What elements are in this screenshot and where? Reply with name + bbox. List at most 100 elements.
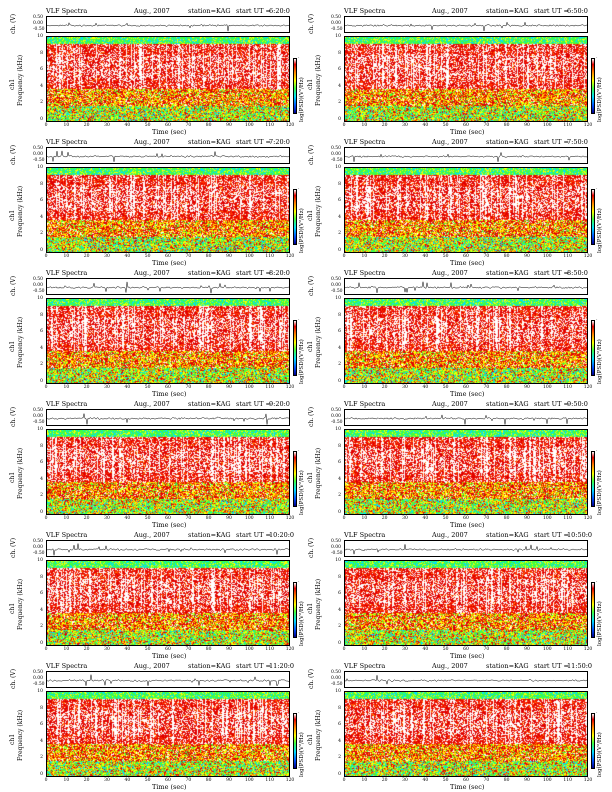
time-axis-label: Time (sec) — [450, 128, 485, 136]
time-tick-label: 80 — [205, 254, 212, 259]
panel-title: VLF Spectra — [46, 531, 88, 539]
time-tick-label: 20 — [83, 385, 90, 390]
spectrogram-panel: VLF Spectra Aug., 2007 station=KAG start UT… — [6, 530, 306, 660]
panel-header: VLF Spectra Aug., 2007 station=KAG start UT… — [304, 530, 604, 540]
panel-station: station=KAG — [188, 269, 231, 277]
freq-tick-label: 8 — [40, 312, 43, 318]
panel-header: VLF Spectra Aug., 2007 station=KAG start UT… — [6, 661, 306, 671]
colorbar — [293, 713, 297, 769]
time-tick-label: 100 — [245, 516, 254, 521]
time-tick-label: 110 — [265, 647, 274, 652]
freq-tick-label: 2 — [40, 493, 43, 499]
spectrogram-image — [345, 37, 587, 121]
time-tick-label: 90 — [226, 385, 232, 390]
panel-start-time: 7:20:0 — [269, 138, 290, 146]
time-tick-label: 0 — [44, 123, 48, 128]
time-tick-label: 100 — [245, 778, 254, 783]
freq-tick-label: 10 — [335, 558, 341, 563]
panel-start-label: start UT = — [236, 138, 271, 146]
wave-tick-label: -0.50 — [331, 682, 343, 687]
time-tick-label: 120 — [583, 516, 593, 521]
wave-tick-label: 0.50 — [33, 146, 44, 151]
time-tick-label: 100 — [543, 123, 552, 128]
time-axis-label: Time (sec) — [450, 783, 485, 791]
time-tick-label: 0 — [44, 385, 48, 390]
wave-axis-label: ch. (V) — [308, 275, 315, 296]
freq-tick-label: 0 — [338, 248, 341, 253]
time-tick-label: 100 — [245, 123, 254, 128]
waveform-svg — [47, 150, 289, 162]
colorbar — [293, 189, 297, 245]
colorbar-tick: - — [596, 580, 598, 584]
freq-tick-label: 10 — [37, 296, 43, 301]
freq-tick-label: 0 — [40, 248, 43, 253]
time-tick-label: 100 — [543, 647, 552, 652]
time-tick-label: 40 — [422, 385, 429, 390]
panel-date: Aug., 2007 — [134, 531, 170, 539]
freq-tick-label: 8 — [338, 574, 341, 580]
spectrogram-panel: VLF Spectra Aug., 2007 station=KAG start UT… — [304, 530, 604, 660]
time-tick-label: 120 — [285, 647, 295, 652]
spectrogram-panel: VLF Spectra Aug., 2007 station=KAG start UT… — [304, 661, 604, 791]
wave-axis-label: ch. (V) — [308, 406, 315, 427]
time-tick-label: 50 — [442, 778, 449, 783]
wave-tick-label: 0.00 — [331, 283, 342, 288]
panel-title: VLF Spectra — [46, 662, 88, 670]
spectrogram-plot — [46, 36, 290, 122]
time-tick-label: 30 — [402, 778, 408, 783]
wave-tick-label: 0.50 — [33, 670, 44, 675]
spectrogram-freq-label: Frequency (kHz) — [17, 578, 24, 630]
waveform-plot — [344, 147, 588, 164]
time-tick-label: 10 — [361, 516, 368, 521]
panel-station: station=KAG — [486, 7, 529, 15]
time-tick-label: 110 — [265, 123, 274, 128]
time-tick-label: 70 — [185, 123, 192, 128]
time-tick-label: 80 — [205, 778, 212, 783]
time-axis-label: Time (sec) — [152, 128, 187, 136]
waveform-trace — [47, 150, 289, 162]
freq-tick-label: 8 — [338, 312, 341, 318]
time-tick-label: 80 — [503, 778, 510, 783]
time-tick-label: 50 — [144, 254, 151, 259]
time-axis-label: Time (sec) — [152, 390, 187, 398]
wave-axis-label: ch. (V) — [308, 668, 315, 689]
time-tick-label: 50 — [144, 516, 151, 521]
colorbar-tick: - — [298, 766, 300, 770]
time-tick-label: 50 — [442, 647, 449, 652]
colorbar — [591, 320, 595, 376]
panel-date: Aug., 2007 — [432, 269, 468, 277]
spectrogram-plot — [46, 560, 290, 646]
time-tick-label: 110 — [563, 647, 572, 652]
freq-tick-label: 2 — [338, 624, 341, 630]
panel-header: VLF Spectra Aug., 2007 station=KAG start UT… — [6, 399, 306, 409]
freq-tick-label: 2 — [40, 100, 43, 106]
panel-start-label: start UT = — [534, 138, 569, 146]
panel-start-time: 6:50:0 — [567, 7, 588, 15]
freq-tick-label: 6 — [40, 329, 43, 335]
time-tick-label: 30 — [402, 516, 408, 521]
spectrogram-plot — [344, 560, 588, 646]
colorbar-tick: - — [596, 766, 598, 770]
freq-tick-label: 0 — [338, 641, 341, 646]
time-tick-label: 90 — [524, 123, 530, 128]
time-tick-label: 20 — [381, 516, 388, 521]
time-tick-label: 30 — [402, 385, 408, 390]
spectrogram-panel: VLF Spectra Aug., 2007 station=KAG start UT… — [304, 268, 604, 398]
time-tick-label: 100 — [543, 254, 552, 259]
waveform-trace — [345, 21, 587, 32]
spectrogram-panel: VLF Spectra Aug., 2007 station=KAG start UT… — [6, 399, 306, 529]
panel-station: station=KAG — [188, 662, 231, 670]
freq-tick-label: 10 — [335, 427, 341, 432]
colorbar-tick: - — [596, 449, 598, 453]
freq-tick-label: 0 — [338, 379, 341, 384]
time-tick-label: 100 — [543, 516, 552, 521]
wave-tick-label: 0.50 — [33, 277, 44, 282]
waveform-plot — [46, 147, 290, 164]
wave-tick-label: 0.50 — [33, 539, 44, 544]
waveform-plot — [344, 16, 588, 33]
waveform-plot — [46, 278, 290, 295]
time-tick-label: 80 — [205, 123, 212, 128]
wave-tick-label: -0.50 — [331, 289, 343, 294]
spectrogram-freq-label: Frequency (kHz) — [315, 578, 322, 630]
time-axis-label: Time (sec) — [152, 259, 187, 267]
